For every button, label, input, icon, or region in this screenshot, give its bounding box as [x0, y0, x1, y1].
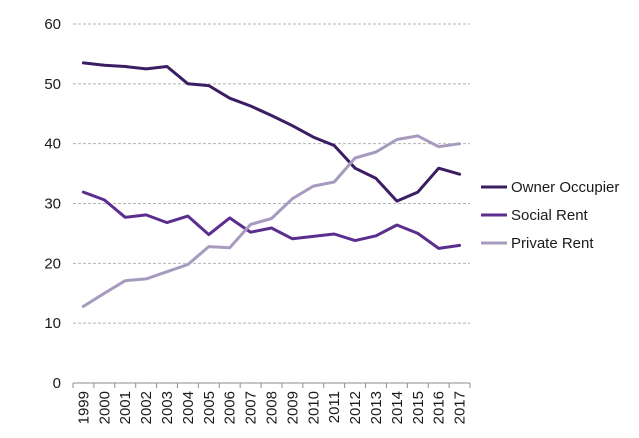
x-tick-label: 2011	[326, 391, 343, 423]
x-tick-label: 2001	[117, 391, 134, 424]
y-tick-label: 10	[44, 315, 61, 332]
y-tick-label: 60	[44, 16, 61, 33]
x-tick-label: 2002	[138, 391, 155, 424]
legend-item-private-rent: Private Rent	[481, 235, 594, 252]
x-tick-label: 2008	[264, 391, 281, 424]
x-tick-label: 2012	[347, 391, 364, 424]
series-line-social-rent	[81, 190, 462, 250]
x-tick-label: 2017	[452, 391, 469, 424]
legend: Owner Occupier Social Rent Private Rent	[481, 179, 619, 252]
y-tick-label: 0	[53, 375, 61, 392]
x-tick-label: 2004	[180, 391, 197, 424]
x-tick-label: 1999	[75, 391, 92, 424]
x-tick-label: 2006	[222, 391, 239, 424]
x-tick-label: 2005	[201, 391, 218, 424]
x-tick-label: 2003	[159, 391, 176, 424]
x-tick-label: 2015	[410, 391, 427, 424]
x-tick-label: 2009	[284, 391, 301, 424]
legend-item-owner-occupier: Owner Occupier	[481, 179, 619, 196]
x-tick-label: 2010	[305, 391, 322, 424]
x-tick-label: 2016	[431, 391, 448, 424]
y-tick-label: 40	[44, 136, 61, 153]
legend-item-social-rent: Social Rent	[481, 207, 589, 224]
x-tick-label: 2000	[96, 391, 113, 424]
series-line-private-rent	[81, 134, 462, 308]
gridlines	[73, 23, 470, 324]
legend-label: Owner Occupier	[511, 179, 619, 196]
x-tick-label: 2014	[389, 391, 406, 424]
y-tick-label: 20	[44, 255, 61, 272]
x-tick-label: 2007	[243, 391, 260, 424]
legend-label: Social Rent	[511, 207, 589, 224]
legend-label: Private Rent	[511, 235, 594, 252]
series-line-owner-occupier	[81, 61, 462, 203]
series-lines	[81, 61, 462, 308]
y-tick-label: 50	[44, 76, 61, 93]
x-tick-label: 2013	[368, 391, 385, 424]
y-tick-label: 30	[44, 196, 61, 213]
